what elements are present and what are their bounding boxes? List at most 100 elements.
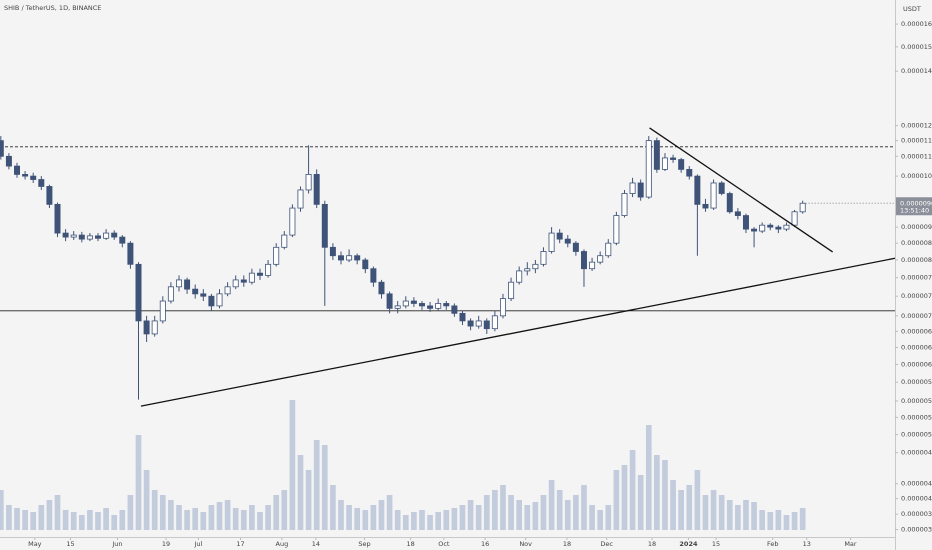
candle-body — [208, 295, 215, 307]
volume-bar — [321, 445, 328, 530]
candle-body — [783, 224, 790, 230]
x-tick-label: 2024 — [679, 540, 698, 548]
volume-bar — [159, 495, 166, 530]
candle-body — [159, 300, 166, 322]
volume-bar — [14, 508, 20, 530]
candle-body — [742, 215, 749, 230]
candle-body — [427, 305, 434, 309]
volume-bar — [686, 485, 693, 530]
candle-body — [613, 215, 620, 244]
volume-bar — [305, 470, 312, 530]
volume-bar — [597, 510, 604, 530]
volume-bar — [402, 515, 409, 530]
candle-body — [605, 242, 612, 257]
candle-body — [329, 246, 336, 257]
volume-bar — [54, 495, 61, 530]
volume-bar — [224, 500, 231, 530]
candle-body — [127, 242, 134, 265]
volume-bar — [783, 515, 790, 530]
x-tick-label: Dec — [600, 540, 613, 548]
candle-body — [759, 224, 766, 232]
volume-bar — [743, 500, 749, 530]
candle-body — [337, 255, 344, 261]
candle-body — [135, 263, 142, 322]
volume-bar — [451, 508, 458, 530]
y-tick-label: 0.00000780 — [901, 274, 932, 282]
candle-body — [775, 226, 782, 230]
volume-bar — [313, 440, 320, 530]
y-tick-label: 0.00000580 — [901, 378, 932, 386]
volume-bar — [411, 512, 417, 530]
candle-body — [167, 286, 174, 302]
volume-bar — [394, 510, 401, 530]
y-tick-label: 0.00000475 — [901, 449, 932, 457]
y-tick-label: 0.00000435 — [901, 480, 932, 488]
candle-body — [70, 234, 77, 238]
volume-bar — [508, 495, 514, 530]
candle-body — [281, 234, 288, 248]
candle-body — [402, 300, 409, 307]
volume-bar — [589, 505, 595, 530]
volume-bar — [759, 510, 766, 530]
volume-bar — [87, 510, 93, 530]
volume-bar — [386, 495, 393, 530]
last-price-box — [896, 197, 932, 216]
candle-body — [289, 207, 296, 236]
volume-bar — [524, 505, 531, 530]
candle-body — [370, 268, 377, 283]
volume-bar — [799, 508, 806, 530]
candle-body — [394, 305, 401, 309]
candle-body — [200, 293, 207, 297]
volume-bar — [791, 512, 798, 530]
y-tick-label: 0.00000670 — [901, 327, 932, 335]
candle-body — [78, 234, 85, 240]
candle-body — [386, 293, 393, 309]
candle-body — [273, 246, 280, 265]
candle-body — [516, 270, 523, 283]
volume-bar — [427, 515, 433, 530]
volume-bar — [662, 460, 668, 530]
volume-bar — [249, 505, 255, 530]
candle-body — [0, 140, 4, 157]
volume-bar — [694, 470, 701, 530]
candle-body — [629, 182, 636, 194]
volume-bar — [192, 508, 199, 530]
candle-body — [621, 193, 628, 216]
y-tick-label: 0.00000820 — [901, 256, 932, 264]
volume-bar — [581, 485, 587, 530]
candle-body — [119, 236, 126, 244]
candle-body — [240, 279, 247, 283]
x-tick-label: Feb — [767, 540, 779, 548]
candle-body — [564, 238, 571, 244]
volume-bar — [216, 502, 223, 530]
volume-bar — [678, 490, 685, 530]
volume-bar — [710, 490, 717, 530]
candle-body — [751, 228, 758, 232]
volume-bar — [127, 495, 134, 530]
candle-body — [637, 182, 644, 198]
candle-body — [475, 320, 482, 327]
candle-body — [418, 303, 425, 307]
y-tick-label: 0.00000525 — [901, 413, 932, 421]
candle-body — [305, 174, 312, 191]
candle-body — [321, 203, 328, 248]
volume-bar — [573, 495, 579, 530]
candle-body — [589, 261, 596, 270]
volume-bar — [726, 500, 733, 530]
candle-body — [451, 305, 458, 314]
x-tick-label: Oct — [438, 540, 450, 548]
volume-bar — [70, 512, 77, 530]
y-tick-label: 0.00000550 — [901, 397, 932, 405]
y-tick-label: 0.00001500 — [901, 43, 932, 51]
volume-bar — [95, 512, 101, 530]
candle-body — [556, 232, 563, 240]
candle-body — [14, 165, 21, 175]
candle-body — [678, 159, 685, 170]
x-tick-label: 19 — [162, 540, 170, 548]
candle-body — [151, 320, 158, 335]
countdown-label: 13:51:40 — [900, 206, 929, 214]
volume-bar — [654, 455, 660, 530]
x-tick-label: 13 — [803, 540, 811, 548]
volume-bar — [419, 510, 425, 530]
